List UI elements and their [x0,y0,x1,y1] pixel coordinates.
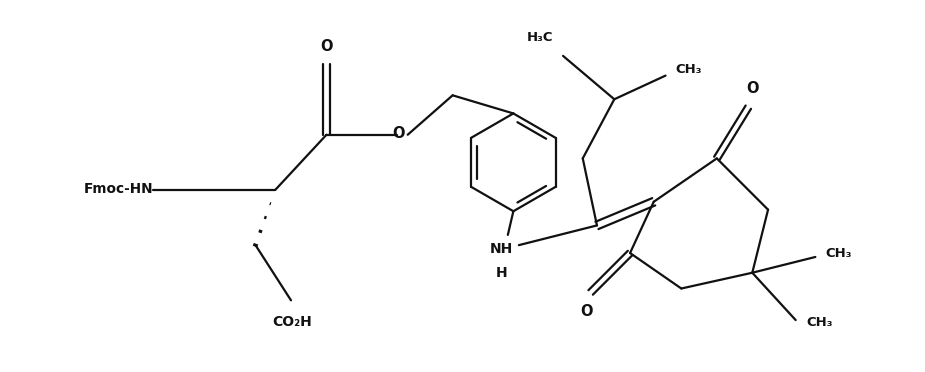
Text: CH₃: CH₃ [806,316,832,329]
Text: O: O [746,81,758,96]
Text: NH: NH [490,242,513,256]
Text: CO₂H: CO₂H [273,315,313,328]
Text: Fmoc-HN: Fmoc-HN [83,182,153,196]
Text: O: O [392,126,404,141]
Text: H₃C: H₃C [527,31,553,44]
Text: O: O [581,304,593,319]
Text: CH₃: CH₃ [675,63,701,76]
Text: O: O [320,39,333,54]
Text: H: H [496,266,507,280]
Text: CH₃: CH₃ [826,247,852,260]
